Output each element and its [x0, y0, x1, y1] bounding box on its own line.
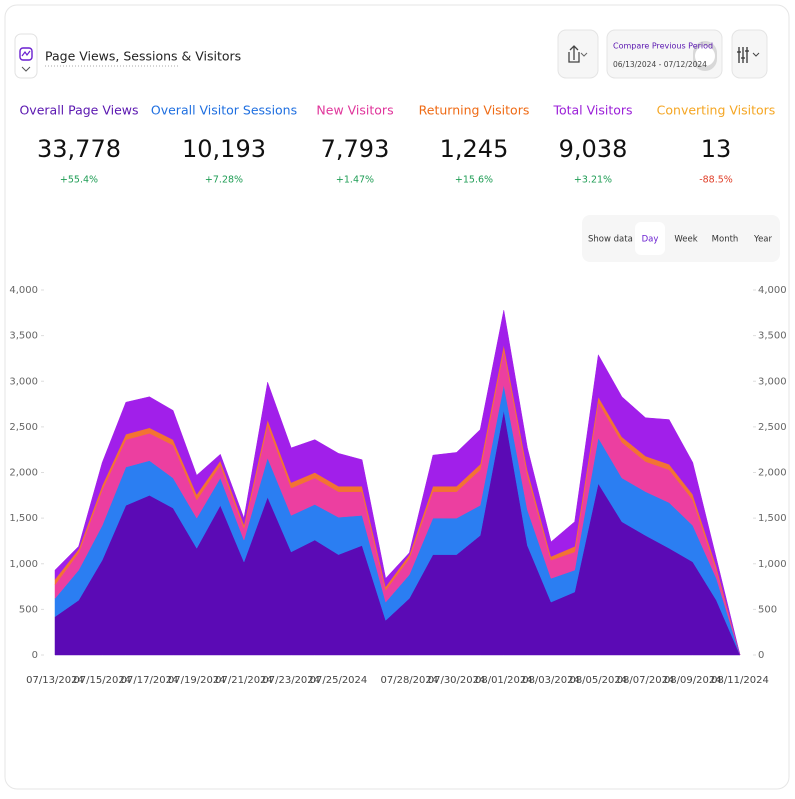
y2-tick-label: 500 [758, 604, 777, 615]
period-selected-bg [635, 222, 665, 255]
x-tick-label: 07/19/2024 [168, 675, 226, 686]
metric-change: -88.5% [699, 175, 733, 186]
metric-title: Converting Visitors [657, 103, 776, 118]
y-tick-label: 4,000 [9, 285, 38, 296]
y2-tick-label: 0 [758, 650, 764, 661]
x-tick-label: 07/30/2024 [428, 675, 486, 686]
metric-title: New Visitors [316, 103, 393, 118]
x-tick-label: 08/07/2024 [617, 675, 675, 686]
widget-icon[interactable] [14, 33, 38, 79]
y-tick-label: 3,500 [9, 331, 38, 342]
metric-change: +7.28% [205, 175, 243, 186]
metric-title: Total Visitors [552, 103, 632, 118]
y-tick-label: 2,000 [9, 468, 38, 479]
y2-tick-label: 4,000 [758, 285, 787, 296]
y2-tick-label: 1,500 [758, 513, 787, 524]
period-label: Show data by: [588, 235, 648, 245]
period-selector: Show data by:Day Week Month Year [588, 222, 773, 255]
y2-tick-label: 2,000 [758, 468, 787, 479]
x-tick-label: 07/13/2024 [26, 675, 84, 686]
y-tick-label: 2,500 [9, 422, 38, 433]
compare-box[interactable] [606, 29, 723, 79]
metric-value: 7,793 [321, 135, 390, 163]
toggle-knob [695, 46, 715, 66]
y-tick-label: 500 [19, 604, 38, 615]
x-tick-label: 07/17/2024 [121, 675, 179, 686]
metric-change: +3.21% [574, 175, 612, 186]
y2-tick-label: 1,000 [758, 559, 787, 570]
x-tick-label: 08/11/2024 [711, 675, 769, 686]
chart: 0 500 1,000 1,500 2,000 2,500 3,000 3,500 4,000 0… [9, 285, 786, 686]
period-option[interactable]: Month [712, 235, 739, 245]
y-tick-label: 1,000 [9, 559, 38, 570]
filter-button[interactable] [731, 29, 768, 79]
metric-title: Overall Visitor Sessions [151, 103, 297, 118]
widget-title[interactable]: Page Views, Sessions & Visitors [45, 49, 241, 64]
metric-value: 9,038 [559, 135, 628, 163]
period-option[interactable]: Day [642, 235, 659, 245]
period-box [582, 215, 780, 262]
area [54, 310, 741, 656]
y-tick-label: 0 [32, 650, 38, 661]
x-tick-label: 08/05/2024 [569, 675, 627, 686]
metrics: Overall Page Views 33,778 +55.4% Overall Vi… [19, 103, 775, 186]
metric-value: 33,778 [37, 135, 121, 163]
metric-value: 13 [701, 135, 732, 163]
y2-tick-label: 3,500 [758, 331, 787, 342]
card [4, 4, 790, 790]
metric-value: 10,193 [182, 135, 266, 163]
y2-tick-label: 2,500 [758, 422, 787, 433]
metric-value: 1,245 [440, 135, 509, 163]
metric-title: Overall Page Views [19, 103, 138, 118]
period-option[interactable]: Week [674, 235, 697, 245]
metric-change: +1.47% [336, 175, 374, 186]
x-tick-label: 07/23/2024 [262, 675, 320, 686]
compare-range: 06/13/2024 - 07/12/2024 [613, 60, 707, 69]
export-button[interactable] [557, 29, 599, 79]
x-tick-label: 07/21/2024 [215, 675, 273, 686]
x-tick-label: 08/03/2024 [522, 675, 580, 686]
period-option[interactable]: Year [753, 235, 773, 245]
x-tick-label: 07/28/2024 [380, 675, 438, 686]
metric-change: +15.6% [455, 175, 493, 186]
x-tick-label: 08/09/2024 [664, 675, 722, 686]
x-tick-label: 07/15/2024 [73, 675, 131, 686]
metric-change: +55.4% [60, 175, 98, 186]
y-tick-label: 1,500 [9, 513, 38, 524]
y-tick-label: 3,000 [9, 376, 38, 387]
metric-title: Returning Visitors [419, 103, 530, 118]
x-tick-label: 07/25/2024 [310, 675, 368, 686]
x-tick-label: 08/01/2024 [475, 675, 533, 686]
y2-tick-label: 3,000 [758, 376, 787, 387]
compare-label: Compare Previous Period [613, 42, 713, 51]
